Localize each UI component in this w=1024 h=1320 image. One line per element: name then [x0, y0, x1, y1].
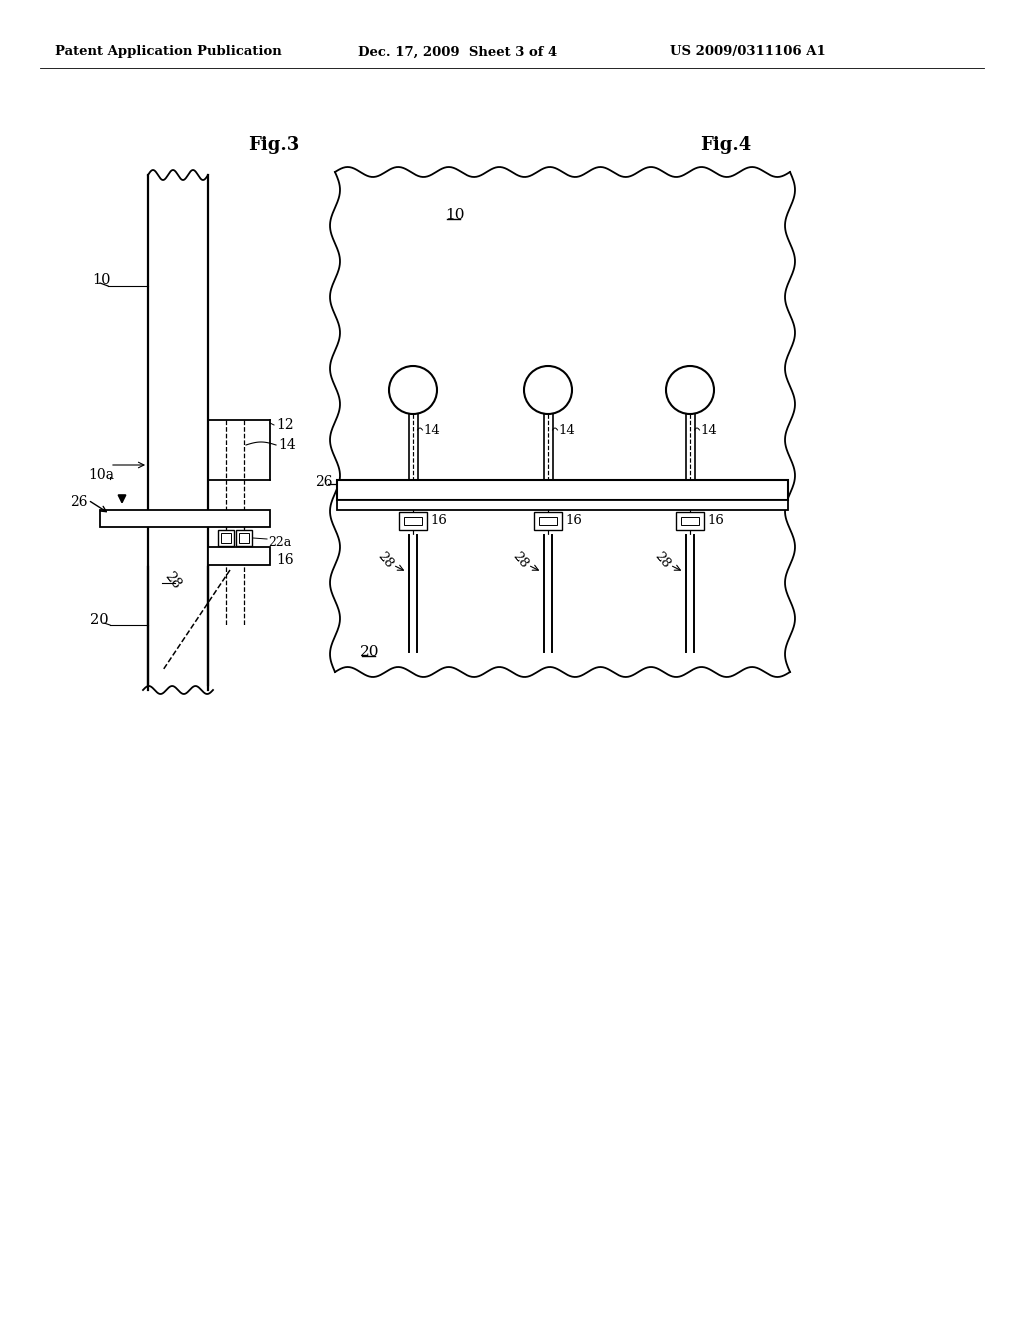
Bar — [100, 510, 270, 527]
Text: 10a: 10a — [88, 469, 114, 482]
Text: US 2009/0311106 A1: US 2009/0311106 A1 — [670, 45, 825, 58]
Circle shape — [389, 366, 437, 414]
Text: 22a: 22a — [268, 536, 291, 549]
Circle shape — [524, 366, 572, 414]
Bar — [208, 546, 270, 565]
Bar — [221, 533, 231, 543]
Circle shape — [666, 366, 714, 414]
Text: 12: 12 — [682, 384, 698, 396]
Text: Dec. 17, 2009  Sheet 3 of 4: Dec. 17, 2009 Sheet 3 of 4 — [358, 45, 557, 58]
Text: 28: 28 — [510, 549, 530, 570]
Text: 10: 10 — [92, 273, 111, 286]
Bar — [337, 480, 788, 500]
Text: 26: 26 — [70, 495, 87, 510]
Text: 16: 16 — [565, 515, 582, 528]
Bar — [681, 517, 699, 525]
Bar — [236, 531, 252, 546]
Bar — [399, 512, 427, 531]
Text: 12: 12 — [404, 384, 421, 396]
Text: 16: 16 — [430, 515, 446, 528]
Text: Fig.3: Fig.3 — [248, 136, 299, 154]
Text: 12: 12 — [276, 418, 294, 432]
Text: 14: 14 — [558, 424, 575, 437]
Bar — [239, 533, 249, 543]
Bar — [337, 500, 788, 510]
Text: Patent Application Publication: Patent Application Publication — [55, 45, 282, 58]
Text: 28: 28 — [162, 569, 183, 591]
Text: 28: 28 — [375, 549, 395, 570]
Bar — [676, 512, 705, 531]
Bar — [534, 512, 562, 531]
Text: Fig.4: Fig.4 — [700, 136, 752, 154]
Text: 16: 16 — [707, 515, 724, 528]
Text: 26: 26 — [315, 475, 333, 488]
Bar — [404, 517, 422, 525]
Text: 28: 28 — [652, 549, 673, 570]
Text: 14: 14 — [278, 438, 296, 451]
Bar — [218, 531, 234, 546]
Text: 20: 20 — [90, 612, 109, 627]
Text: 20: 20 — [360, 645, 380, 659]
Text: 14: 14 — [700, 424, 717, 437]
Text: 12: 12 — [540, 384, 556, 396]
Text: 14: 14 — [424, 424, 440, 437]
Text: 16: 16 — [276, 553, 294, 568]
Bar — [539, 517, 557, 525]
Text: 10: 10 — [445, 209, 465, 222]
